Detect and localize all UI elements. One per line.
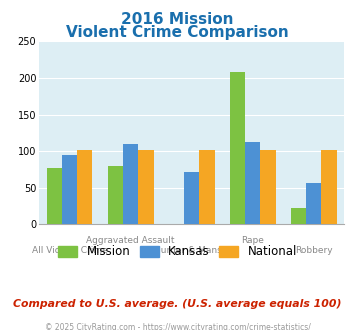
Text: Violent Crime Comparison: Violent Crime Comparison — [66, 25, 289, 40]
Legend: Mission, Kansas, National: Mission, Kansas, National — [54, 241, 301, 263]
Bar — [138, 150, 153, 224]
Text: Murder & Mans...: Murder & Mans... — [153, 246, 230, 255]
Bar — [62, 155, 77, 224]
Bar — [123, 144, 138, 224]
Text: Rape: Rape — [241, 236, 264, 245]
Bar — [261, 150, 275, 224]
Text: 2016 Mission: 2016 Mission — [121, 12, 234, 26]
Bar — [77, 150, 92, 224]
Bar — [291, 208, 306, 224]
Bar — [184, 172, 200, 224]
Text: © 2025 CityRating.com - https://www.cityrating.com/crime-statistics/: © 2025 CityRating.com - https://www.city… — [45, 323, 310, 330]
Text: All Violent Crime: All Violent Crime — [32, 246, 108, 255]
Bar — [200, 150, 214, 224]
Bar — [230, 72, 245, 224]
Bar — [245, 142, 261, 224]
Bar — [108, 166, 123, 224]
Text: Compared to U.S. average. (U.S. average equals 100): Compared to U.S. average. (U.S. average … — [13, 299, 342, 309]
Bar — [322, 150, 337, 224]
Text: Aggravated Assault: Aggravated Assault — [86, 236, 175, 245]
Text: Robbery: Robbery — [295, 246, 333, 255]
Bar — [306, 182, 322, 224]
Bar — [47, 168, 62, 224]
